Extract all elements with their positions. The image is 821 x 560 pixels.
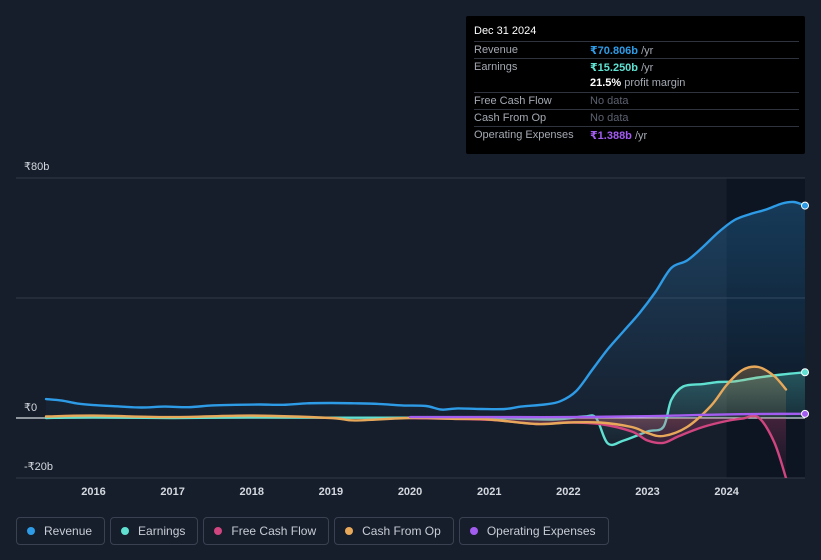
free-cash-flow-dot-icon — [214, 527, 223, 535]
earnings-dot-icon — [121, 527, 130, 535]
x-tick-label: 2017 — [160, 486, 184, 498]
x-tick-label: 2018 — [240, 486, 264, 498]
cash-from-op-area — [46, 366, 787, 437]
x-tick-label: 2024 — [714, 486, 739, 498]
tooltip-label: Earnings — [474, 61, 518, 73]
x-tick-label: 2016 — [81, 486, 105, 498]
y-tick-label: -₹20b — [24, 461, 53, 473]
tooltip-value: 21.5% profit margin — [590, 77, 686, 89]
tooltip-value: No data — [590, 112, 629, 124]
legend-label: Operating Expenses — [486, 524, 596, 538]
legend-item-cash-from-op[interactable]: Cash From Op — [334, 517, 454, 545]
revenue-area — [46, 201, 805, 418]
x-tick-label: 2023 — [635, 486, 659, 498]
revenue-line — [44, 200, 805, 411]
legend-label: Earnings — [138, 524, 186, 538]
tooltip-label: Cash From Op — [474, 112, 547, 124]
plot-area — [44, 200, 805, 478]
earnings-end-marker — [801, 368, 809, 377]
legend-label: Free Cash Flow — [231, 524, 317, 538]
tooltip-panel: Dec 31 2024 Revenue ₹70.806b /yr Earning… — [466, 16, 805, 154]
tooltip-date: Dec 31 2024 — [474, 25, 537, 37]
y-tick-label: ₹80b — [24, 161, 49, 173]
cash-from-op-dot-icon — [345, 527, 354, 535]
x-tick-label: 2020 — [398, 486, 422, 498]
tooltip-row-revenue: Revenue ₹70.806b /yr — [474, 41, 799, 59]
revenue-end-marker — [801, 201, 809, 210]
tooltip-row-earnings: Earnings ₹15.250b /yr — [474, 58, 799, 76]
tooltip-label: Revenue — [474, 44, 519, 56]
legend: Revenue Earnings Free Cash Flow Cash Fro… — [16, 517, 609, 545]
tooltip-row-margin: 21.5% profit margin — [474, 75, 799, 92]
revenue-dot-icon — [27, 527, 35, 535]
x-tick-label: 2022 — [556, 486, 580, 498]
tooltip-row-operating-expenses: Operating Expenses ₹1.388b /yr — [474, 126, 799, 144]
operating-expenses-end-marker — [801, 409, 809, 418]
legend-item-revenue[interactable]: Revenue — [16, 517, 106, 545]
tooltip-value: No data — [590, 95, 629, 107]
legend-item-free-cash-flow[interactable]: Free Cash Flow — [203, 517, 330, 545]
operating-expenses-dot-icon — [469, 527, 478, 535]
legend-item-operating-expenses[interactable]: Operating Expenses — [458, 517, 609, 545]
tooltip-label: Free Cash Flow — [474, 95, 552, 107]
operating-expenses-line — [408, 412, 805, 419]
x-tick-label: 2021 — [477, 486, 501, 498]
tooltip-label: Operating Expenses — [474, 129, 574, 141]
tooltip-value: ₹1.388b /yr — [590, 130, 648, 142]
tooltip-row-free-cash-flow: Free Cash Flow No data — [474, 92, 799, 110]
y-tick-label: ₹0 — [24, 402, 37, 414]
cash-from-op-line — [44, 365, 788, 438]
legend-item-earnings[interactable]: Earnings — [110, 517, 199, 545]
x-tick-label: 2019 — [319, 486, 343, 498]
legend-label: Revenue — [44, 524, 93, 538]
legend-label: Cash From Op — [362, 524, 441, 538]
tooltip-value: ₹15.250b /yr — [590, 62, 654, 74]
tooltip-row-cash-from-op: Cash From Op No data — [474, 109, 799, 127]
tooltip-value: ₹70.806b /yr — [590, 45, 654, 57]
